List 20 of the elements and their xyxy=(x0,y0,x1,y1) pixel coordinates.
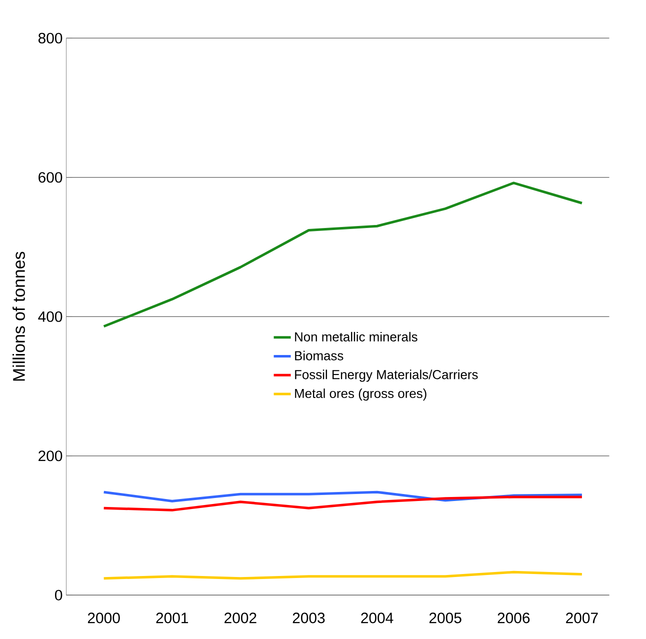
x-tick-label: 2007 xyxy=(566,612,598,624)
y-axis-title: Millions of tonnes xyxy=(12,252,25,381)
line-series xyxy=(102,496,584,512)
x-tick-label: 2001 xyxy=(156,612,188,624)
y-tick-label: 800 xyxy=(38,32,62,44)
x-tick-label: 2003 xyxy=(292,612,325,624)
x-tick-label: 2005 xyxy=(429,612,462,624)
y-tick-label: 200 xyxy=(38,450,62,462)
legend-label: Non metallic minerals xyxy=(295,332,418,342)
legend-label: Fossil Energy Materials/Carriers xyxy=(295,370,478,382)
x-tick-label: 2000 xyxy=(88,612,120,624)
x-tick-label: 2004 xyxy=(361,612,394,624)
y-tick-label: 0 xyxy=(55,590,62,600)
line-series xyxy=(102,182,584,328)
y-tick-label: 400 xyxy=(38,311,62,322)
y-tick-label: 600 xyxy=(38,172,62,183)
legend-label: Metal ores (gross ores) xyxy=(295,388,426,401)
x-tick-label: 2006 xyxy=(498,612,530,624)
legend-label: Biomass xyxy=(295,350,344,360)
x-tick-label: 2002 xyxy=(224,612,256,624)
